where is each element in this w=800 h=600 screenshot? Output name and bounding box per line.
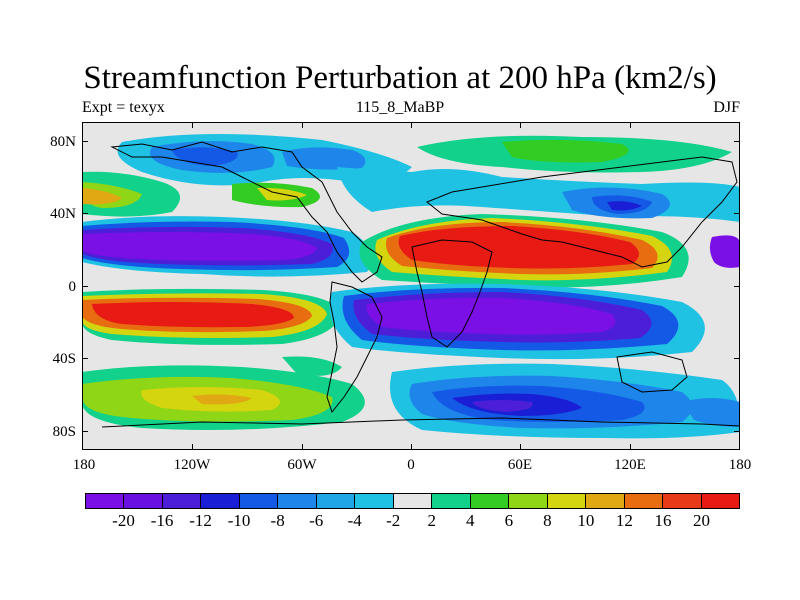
colorbar-swatch	[162, 494, 202, 508]
lon-tick	[520, 444, 521, 450]
colorbar-swatch	[355, 494, 394, 508]
colorbar	[85, 493, 740, 509]
lat-label-0: 0	[68, 279, 77, 295]
colorbar-swatch	[509, 494, 548, 508]
colorbar-label: 8	[543, 511, 552, 530]
lon-tick	[630, 122, 631, 128]
colorbar-label: -4	[347, 511, 362, 530]
lon-tick	[302, 122, 303, 128]
lon-label-0: 0	[407, 457, 415, 473]
lat-label-40s: 40S	[52, 351, 76, 367]
lat-tick	[82, 141, 88, 142]
colorbar-label: -16	[150, 511, 174, 530]
lon-label-60w: 60W	[287, 457, 317, 473]
colorbar-swatch	[701, 494, 739, 508]
colorbar-swatch	[393, 494, 433, 508]
colorbar-label: -6	[309, 511, 324, 530]
lat-label-40n: 40N	[50, 206, 76, 222]
colorbar-swatch	[201, 494, 240, 508]
lat-tick	[734, 213, 740, 214]
colorbar-swatch	[547, 494, 587, 508]
lon-label-180w: 180	[72, 457, 96, 473]
colorbar-swatch	[124, 494, 163, 508]
lon-tick	[192, 122, 193, 128]
lon-tick	[302, 444, 303, 450]
contour-fills	[82, 133, 740, 439]
lat-tick	[734, 431, 740, 432]
colorbar-label: 16	[654, 511, 672, 530]
coastlines	[101, 141, 740, 428]
colorbar-label: -12	[189, 511, 212, 530]
lon-tick	[192, 444, 193, 450]
lon-tick	[520, 122, 521, 128]
streamfunction-map	[82, 122, 740, 450]
colorbar-label: -8	[270, 511, 285, 530]
colorbar-label: -20	[112, 511, 135, 530]
map-title: Streamfunction Perturbation at 200 hPa (…	[83, 60, 717, 96]
colorbar-label: -10	[227, 511, 251, 530]
lat-label-80n: 80N	[50, 134, 76, 150]
lon-label-180e: 180	[728, 457, 752, 473]
colorbar-swatch	[432, 494, 471, 508]
lat-tick	[734, 141, 740, 142]
season-label: DJF	[713, 99, 740, 116]
colorbar-swatch	[316, 494, 356, 508]
period-label: 115_8_MaBP	[355, 99, 445, 116]
colorbar-swatch	[586, 494, 625, 508]
colorbar-swatch	[470, 494, 510, 508]
colorbar-label: 12	[615, 511, 633, 530]
colorbar-swatch	[663, 494, 702, 508]
colorbar-label: 4	[466, 511, 475, 530]
colorbar-label: 6	[504, 511, 514, 530]
lon-tick	[411, 122, 412, 128]
lon-label-120w: 120W	[173, 457, 211, 473]
colorbar-swatch	[278, 494, 317, 508]
experiment-label: Expt = texyx	[82, 99, 165, 116]
lon-label-120e: 120E	[614, 457, 646, 473]
lon-tick	[630, 444, 631, 450]
lon-tick	[411, 444, 412, 450]
lat-label-80s: 80S	[52, 424, 76, 440]
lat-tick	[734, 358, 740, 359]
colorbar-swatch	[86, 494, 125, 508]
lat-tick	[82, 213, 88, 214]
colorbar-label: -2	[386, 511, 401, 530]
colorbar-label: 2	[427, 511, 437, 530]
lat-tick	[734, 286, 740, 287]
lat-tick	[82, 358, 88, 359]
colorbar-swatch	[624, 494, 664, 508]
colorbar-label: 10	[577, 511, 595, 530]
colorbar-label: 20	[692, 511, 710, 530]
lat-tick	[82, 431, 88, 432]
colorbar-swatch	[239, 494, 279, 508]
lat-tick	[82, 286, 88, 287]
lon-label-60e: 60E	[507, 457, 533, 473]
map-frame	[82, 122, 740, 450]
